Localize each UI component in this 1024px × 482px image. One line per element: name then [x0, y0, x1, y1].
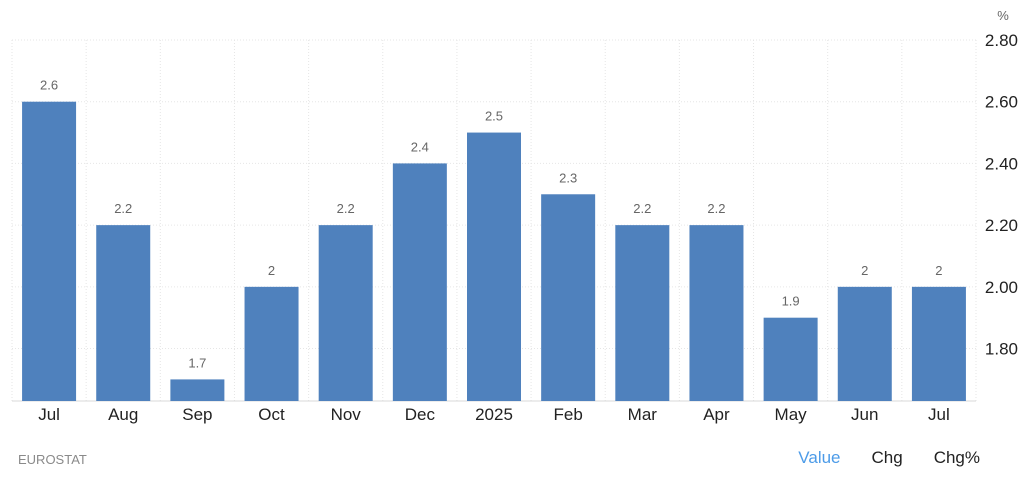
- bar-12: [911, 286, 966, 401]
- bar-4: [318, 225, 373, 401]
- data-label-4: 2.2: [337, 201, 355, 216]
- x-tick-label-2: Sep: [182, 405, 212, 424]
- data-label-9: 2.2: [707, 201, 725, 216]
- y-tick-label-5: 2.80: [985, 31, 1018, 50]
- y-tick-label-2: 2.20: [985, 216, 1018, 235]
- bar-1: [96, 225, 151, 401]
- x-tick-label-7: Feb: [554, 405, 583, 424]
- y-axis-ticks: 1.80 2.00 2.20 2.40 2.60 2.80: [985, 31, 1018, 359]
- x-tick-label-4: Nov: [331, 405, 362, 424]
- data-labels: 2.6 2.2 1.7 2 2.2 2.4 2.5 2.3 2.2 2.2 1.9 2 2: [40, 78, 943, 371]
- x-tick-label-12: Jul: [928, 405, 950, 424]
- data-label-2: 1.7: [188, 355, 206, 370]
- data-label-7: 2.3: [559, 170, 577, 185]
- bars: [22, 101, 966, 402]
- x-tick-label-6: 2025: [475, 405, 513, 424]
- data-label-11: 2: [861, 263, 868, 278]
- data-label-0: 2.6: [40, 78, 58, 93]
- view-tabs: Value Chg Chg%: [767, 448, 980, 468]
- x-tick-label-9: Apr: [703, 405, 730, 424]
- x-axis-ticks: Jul Aug Sep Oct Nov Dec 2025 Feb Mar Apr May Jun Jul: [38, 405, 950, 424]
- x-tick-label-10: May: [775, 405, 808, 424]
- x-tick-label-5: Dec: [405, 405, 436, 424]
- x-tick-label-0: Jul: [38, 405, 60, 424]
- bar-3: [244, 286, 299, 401]
- chart-footer: EUROSTAT Value Chg Chg%: [0, 444, 1024, 474]
- source-label: EUROSTAT: [18, 452, 87, 467]
- y-tick-label-4: 2.60: [985, 93, 1018, 112]
- y-unit-label: %: [997, 8, 1009, 23]
- bar-0: [22, 101, 77, 401]
- data-label-3: 2: [268, 263, 275, 278]
- data-label-8: 2.2: [633, 201, 651, 216]
- data-label-1: 2.2: [114, 201, 132, 216]
- tab-value[interactable]: Value: [798, 448, 841, 467]
- tab-chg-percent[interactable]: Chg%: [933, 448, 980, 467]
- data-label-6: 2.5: [485, 109, 503, 124]
- bar-9: [689, 225, 744, 401]
- y-tick-label-3: 2.40: [985, 154, 1018, 173]
- data-label-12: 2: [935, 263, 942, 278]
- x-tick-label-11: Jun: [851, 405, 878, 424]
- y-tick-label-0: 1.80: [985, 340, 1018, 359]
- bar-5: [392, 163, 447, 401]
- bar-7: [541, 194, 596, 401]
- bar-6: [467, 132, 521, 402]
- bar-11: [837, 286, 892, 401]
- bar-2: [170, 379, 225, 401]
- x-tick-label-3: Oct: [258, 405, 285, 424]
- x-tick-label-1: Aug: [108, 405, 138, 424]
- bar-10: [763, 317, 818, 401]
- bar-8: [615, 225, 670, 401]
- tab-chg[interactable]: Chg: [871, 448, 903, 467]
- x-tick-label-8: Mar: [628, 405, 658, 424]
- y-tick-label-1: 2.00: [985, 278, 1018, 297]
- data-label-5: 2.4: [411, 139, 429, 154]
- data-label-10: 1.9: [782, 294, 800, 309]
- bar-chart: 2.6 2.2 1.7 2 2.2 2.4 2.5 2.3 2.2 2.2 1.9 2 2 Jul Aug…: [11, 8, 1018, 424]
